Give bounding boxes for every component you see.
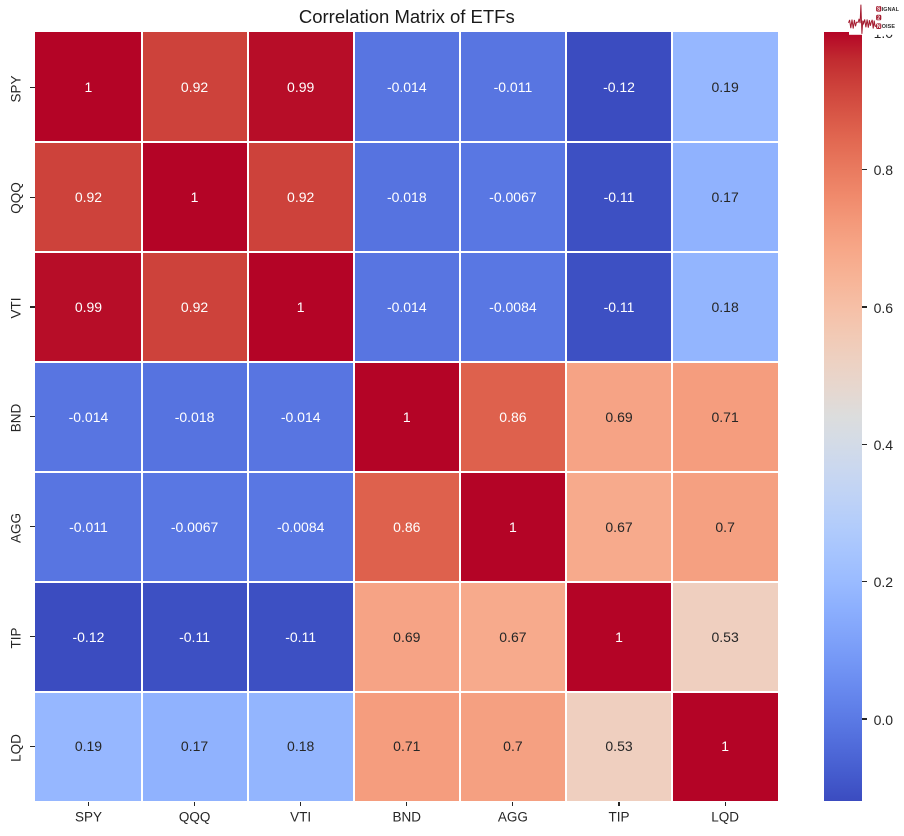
svg-text:OISE: OISE [882, 24, 896, 30]
svg-text:S: S [877, 7, 881, 13]
svg-text:IGNAL: IGNAL [882, 7, 900, 13]
svg-text:N: N [877, 24, 881, 30]
svg-text:2: 2 [877, 15, 880, 21]
